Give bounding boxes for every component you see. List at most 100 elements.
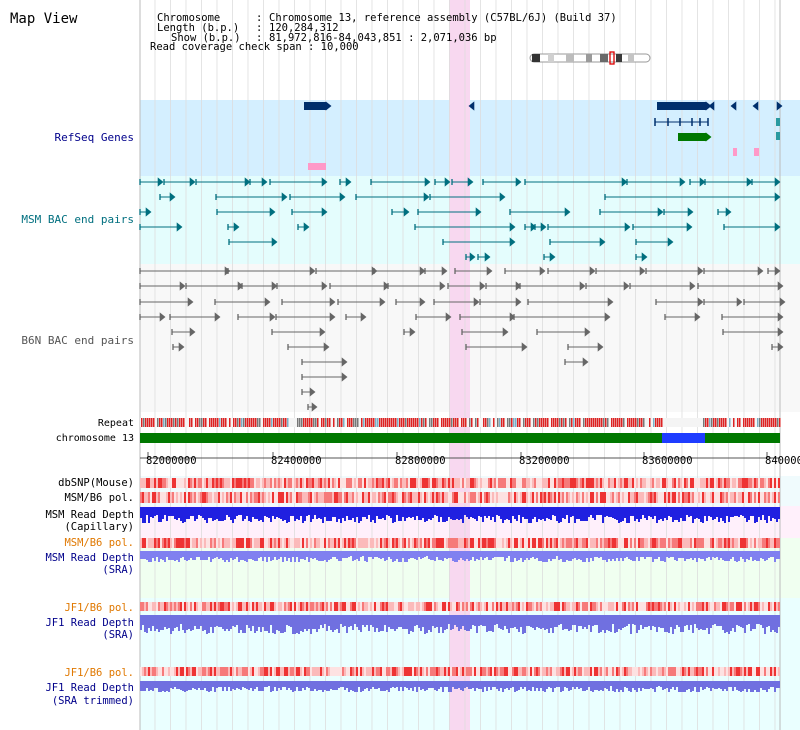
polymorphism-cell[interactable]	[472, 538, 474, 548]
read-depth-bar[interactable]	[734, 615, 736, 632]
polymorphism-cell[interactable]	[428, 602, 430, 611]
read-depth-bar[interactable]	[382, 507, 384, 518]
polymorphism-cell[interactable]	[536, 602, 538, 611]
msm-bac-pair-end-arrow[interactable]	[157, 177, 164, 187]
read-depth-bar[interactable]	[556, 551, 558, 556]
polymorphism-cell[interactable]	[710, 602, 712, 611]
polymorphism-cell[interactable]	[324, 478, 326, 488]
repeat-element[interactable]	[381, 418, 383, 427]
polymorphism-cell[interactable]	[600, 538, 602, 548]
polymorphism-cell[interactable]	[600, 478, 602, 488]
polymorphism-cell[interactable]	[522, 538, 524, 548]
read-depth-bar[interactable]	[548, 615, 550, 633]
polymorphism-cell[interactable]	[740, 492, 742, 503]
read-depth-bar[interactable]	[172, 551, 174, 560]
polymorphism-cell[interactable]	[696, 602, 698, 611]
polymorphism-cell[interactable]	[568, 602, 570, 611]
read-depth-bar[interactable]	[778, 615, 780, 627]
polymorphism-cell[interactable]	[210, 667, 212, 676]
polymorphism-cell[interactable]	[730, 602, 732, 611]
polymorphism-cell[interactable]	[176, 538, 178, 548]
read-depth-bar[interactable]	[334, 551, 336, 557]
repeat-element[interactable]	[523, 418, 525, 427]
polymorphism-cell[interactable]	[276, 478, 278, 488]
polymorphism-cell[interactable]	[666, 667, 668, 676]
repeat-element[interactable]	[661, 418, 663, 427]
read-depth-bar[interactable]	[178, 615, 180, 631]
read-depth-bar[interactable]	[184, 507, 186, 522]
read-depth-bar[interactable]	[754, 681, 756, 690]
repeat-element[interactable]	[181, 418, 183, 427]
read-depth-bar[interactable]	[276, 615, 278, 630]
polymorphism-cell[interactable]	[482, 478, 484, 488]
msm-bac-pair-end-arrow[interactable]	[687, 207, 694, 217]
polymorphism-cell[interactable]	[760, 667, 762, 676]
read-depth-bar[interactable]	[186, 507, 188, 519]
read-depth-bar[interactable]	[660, 551, 662, 561]
polymorphism-cell[interactable]	[552, 538, 554, 548]
polymorphism-cell[interactable]	[158, 538, 160, 548]
read-depth-bar[interactable]	[156, 615, 158, 629]
read-depth-bar[interactable]	[758, 615, 760, 624]
read-depth-bar[interactable]	[624, 681, 626, 687]
polymorphism-cell[interactable]	[628, 478, 630, 488]
read-depth-bar[interactable]	[550, 615, 552, 628]
polymorphism-cell[interactable]	[268, 478, 270, 488]
read-depth-bar[interactable]	[264, 507, 266, 516]
repeat-element[interactable]	[637, 418, 639, 427]
polymorphism-cell[interactable]	[382, 478, 384, 488]
polymorphism-cell[interactable]	[522, 478, 524, 488]
polymorphism-cell[interactable]	[340, 602, 342, 611]
read-depth-bar[interactable]	[328, 551, 330, 560]
read-depth-bar[interactable]	[630, 507, 632, 516]
read-depth-bar[interactable]	[678, 681, 680, 692]
polymorphism-cell[interactable]	[156, 602, 158, 611]
polymorphism-cell[interactable]	[770, 492, 772, 503]
read-depth-bar[interactable]	[722, 551, 724, 560]
read-depth-bar[interactable]	[680, 551, 682, 558]
repeat-element[interactable]	[725, 418, 727, 427]
read-depth-bar[interactable]	[762, 615, 764, 628]
read-depth-bar[interactable]	[712, 681, 714, 688]
read-depth-bar[interactable]	[774, 507, 776, 519]
repeat-element[interactable]	[221, 418, 223, 427]
read-depth-bar[interactable]	[344, 507, 346, 521]
polymorphism-cell[interactable]	[172, 538, 174, 548]
polymorphism-cell[interactable]	[340, 538, 342, 548]
read-depth-bar[interactable]	[466, 615, 468, 631]
polymorphism-cell[interactable]	[334, 602, 336, 611]
polymorphism-cell[interactable]	[658, 492, 660, 503]
read-depth-bar[interactable]	[358, 507, 360, 523]
polymorphism-cell[interactable]	[650, 538, 652, 548]
read-depth-bar[interactable]	[158, 551, 160, 562]
polymorphism-cell[interactable]	[258, 602, 260, 611]
polymorphism-cell[interactable]	[694, 602, 696, 611]
read-depth-bar[interactable]	[768, 681, 770, 689]
repeat-element[interactable]	[741, 418, 743, 427]
polymorphism-cell[interactable]	[590, 478, 592, 488]
read-depth-bar[interactable]	[250, 507, 252, 522]
read-depth-bar[interactable]	[492, 551, 494, 558]
repeat-element[interactable]	[379, 418, 381, 427]
polymorphism-cell[interactable]	[234, 478, 236, 488]
read-depth-bar[interactable]	[202, 681, 204, 690]
polymorphism-cell[interactable]	[256, 602, 258, 611]
read-depth-bar[interactable]	[648, 681, 650, 689]
polymorphism-cell[interactable]	[634, 667, 636, 676]
polymorphism-cell[interactable]	[722, 538, 724, 548]
polymorphism-cell[interactable]	[706, 667, 708, 676]
polymorphism-cell[interactable]	[534, 602, 536, 611]
read-depth-bar[interactable]	[246, 615, 248, 625]
polymorphism-cell[interactable]	[636, 602, 638, 611]
read-depth-bar[interactable]	[666, 507, 668, 520]
polymorphism-cell[interactable]	[308, 492, 310, 503]
read-depth-bar[interactable]	[356, 507, 358, 517]
read-depth-bar[interactable]	[256, 507, 258, 519]
polymorphism-cell[interactable]	[492, 538, 494, 548]
read-depth-bar[interactable]	[230, 615, 232, 629]
polymorphism-cell[interactable]	[638, 667, 640, 676]
polymorphism-cell[interactable]	[648, 492, 650, 503]
polymorphism-cell[interactable]	[722, 478, 724, 488]
polymorphism-cell[interactable]	[386, 538, 388, 548]
read-depth-bar[interactable]	[560, 681, 562, 692]
